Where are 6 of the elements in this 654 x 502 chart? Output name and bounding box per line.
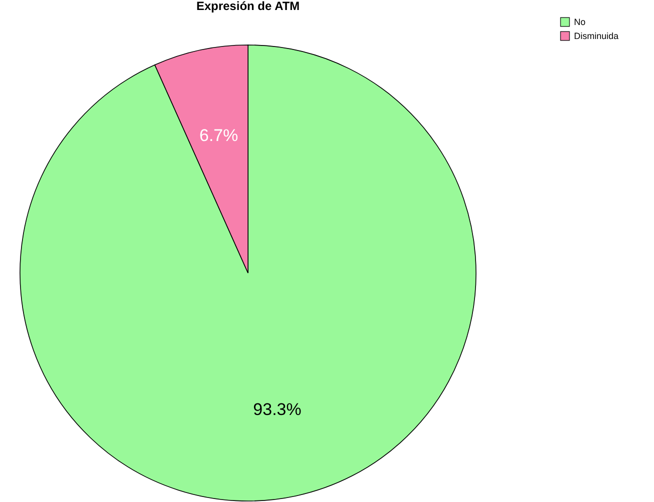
data-label: 6.7% [199, 126, 238, 146]
legend-label: Disminuida [574, 31, 619, 41]
pie-slice [20, 44, 476, 502]
data-label: 93.3% [253, 400, 302, 419]
legend-label: No [574, 17, 586, 27]
chart-title: Expresión de ATM [196, 0, 300, 13]
